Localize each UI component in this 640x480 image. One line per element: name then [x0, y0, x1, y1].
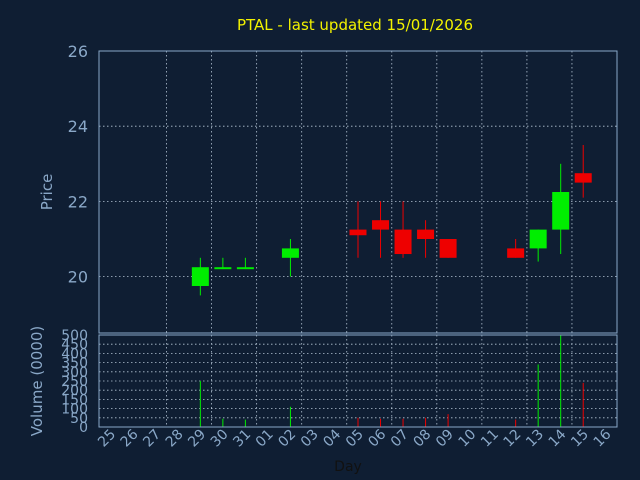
price-grid	[99, 51, 617, 333]
volume-axis-label: Volume (0000)	[28, 326, 46, 436]
chart-title: PTAL - last updated 15/01/2026	[237, 16, 473, 34]
volume-tick-label: 500	[61, 328, 88, 344]
candle-body	[281, 248, 299, 258]
volume-plot-frame	[98, 334, 618, 428]
price-axis-label: Price	[38, 174, 56, 211]
candle-body	[236, 267, 254, 270]
candlestick-series	[191, 145, 592, 296]
price-tick-label: 26	[68, 42, 88, 61]
candle-body	[574, 173, 592, 183]
volume-tick-label: 150	[61, 392, 88, 408]
price-tick-label: 22	[68, 192, 88, 211]
x-axis-label: Day	[334, 459, 362, 475]
candle-body	[349, 229, 367, 236]
x-tick-labels: 2526272829303101020304050607080910111213…	[95, 426, 614, 450]
candle-body	[552, 192, 570, 230]
volume-tick-label: 400	[61, 346, 88, 362]
price-tick-label: 24	[68, 117, 88, 136]
volume-series	[199, 335, 584, 427]
candle-body	[529, 229, 547, 249]
candle-body	[417, 229, 435, 239]
volume-tick-label: 0	[79, 420, 88, 436]
volume-tick-label: 350	[61, 356, 88, 372]
volume-tick-label: 50	[70, 411, 88, 427]
price-tick-label: 20	[68, 268, 88, 287]
candle-body	[214, 267, 232, 270]
candle-body	[191, 267, 209, 286]
volume-tick-label: 250	[61, 374, 88, 390]
volume-tick-label: 100	[61, 402, 88, 418]
volume-grid	[99, 335, 617, 427]
candle-body	[372, 220, 390, 230]
candle-body	[439, 239, 457, 258]
volume-tick-label: 200	[61, 383, 88, 399]
price-plot-frame	[98, 50, 618, 334]
candle-body	[394, 229, 412, 255]
price-tick-labels: 20 22 24 26	[68, 42, 88, 287]
volume-tick-label: 450	[61, 337, 88, 353]
candle-body	[507, 248, 525, 258]
volume-tick-label: 300	[61, 365, 88, 381]
